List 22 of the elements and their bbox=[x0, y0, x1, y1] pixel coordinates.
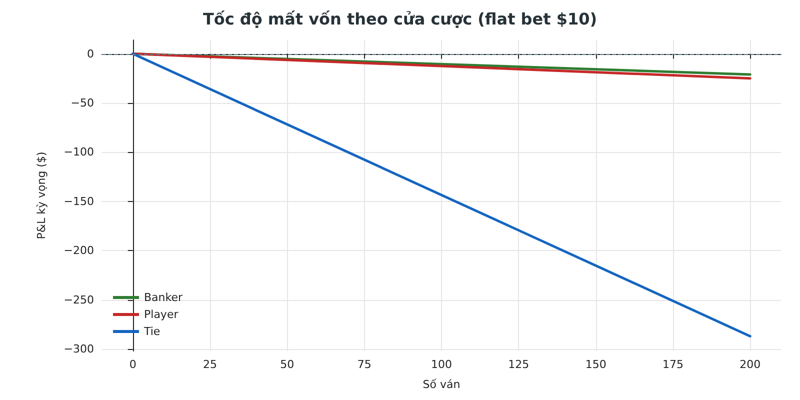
x-tick-label: 50 bbox=[280, 358, 294, 371]
y-tick-label: −200 bbox=[64, 244, 94, 258]
y-tick-label: 0 bbox=[87, 47, 94, 60]
chart-title: Tốc độ mất vốn theo cửa cược (flat bet $10) bbox=[202, 10, 598, 28]
y-tick-label: −100 bbox=[64, 146, 94, 159]
y-tick-label: −150 bbox=[64, 194, 94, 208]
x-axis-title: Số ván bbox=[422, 378, 460, 391]
x-tick-label: 175 bbox=[662, 358, 684, 371]
legend-label: Player bbox=[144, 308, 179, 321]
y-axis-title: P&L kỳ vọng ($) bbox=[35, 152, 48, 240]
x-tick-label: 75 bbox=[357, 358, 372, 371]
y-tick-label: −250 bbox=[64, 293, 94, 306]
x-tick-label: 150 bbox=[585, 358, 606, 371]
x-tick-label: 200 bbox=[740, 358, 761, 371]
legend-label: Tie bbox=[143, 325, 160, 338]
y-tick-label: −50 bbox=[70, 96, 94, 110]
x-tick-label: 125 bbox=[508, 358, 530, 371]
x-tick-label: 0 bbox=[129, 358, 136, 371]
x-tick-label: 25 bbox=[203, 358, 218, 371]
legend-label: Banker bbox=[144, 291, 184, 304]
y-tick-label: −300 bbox=[64, 342, 94, 356]
x-tick-label: 100 bbox=[431, 358, 452, 371]
